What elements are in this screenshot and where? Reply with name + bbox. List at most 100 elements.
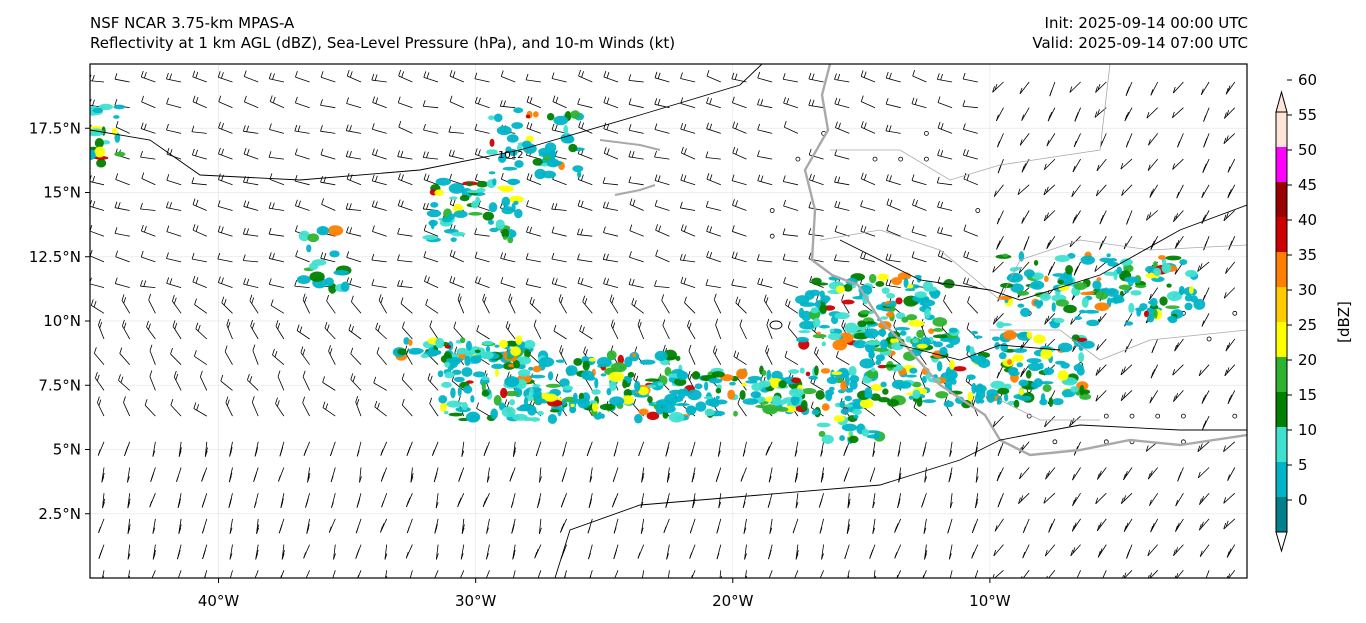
wind-barb [731,96,747,109]
wind-barb [410,467,414,483]
lat-tick-label: 5°N [53,441,81,459]
valid-time: Valid: 2025-09-14 07:00 UTC [1032,34,1248,52]
wind-barb [588,544,593,560]
reflectivity-cell [1030,280,1045,290]
reflectivity-cell [1079,384,1085,396]
wind-barb [1225,81,1236,95]
wind-barb [911,225,927,237]
reflectivity-cell [990,380,1006,390]
reflectivity-cell [434,189,444,197]
reflectivity-cell [493,395,502,406]
wind-barb [637,318,645,340]
wind-barb [688,344,696,365]
wind-barb [740,467,747,482]
reflectivity-cell [812,333,827,339]
reflectivity-cell [657,382,664,386]
wind-barb [996,107,1004,122]
wind-barb [1021,158,1030,173]
reflectivity-cell [594,413,602,420]
wind-barb [500,276,516,288]
reflectivity-cell [646,411,660,421]
reflectivity-cell [449,357,464,362]
reflectivity-cell [839,435,845,442]
wind-barb [1226,544,1236,558]
wind-barb [665,441,670,457]
wind-barb [302,396,310,417]
reflectivity-cell [506,355,513,360]
wind-barb [331,493,336,508]
reflectivity-cell [654,350,668,362]
wind-barb [402,321,413,340]
wind-barb [552,95,567,109]
wind-barb [782,175,798,186]
wind-barb [453,321,465,340]
reflectivity-cell [805,371,811,377]
reflectivity-cell [997,387,1010,395]
wind-barb [783,97,799,109]
wind-barb [380,518,388,533]
wind-barb [731,279,747,288]
reflectivity-cell [848,430,854,437]
wind-barb [1172,364,1184,376]
reflectivity-cell [494,368,499,377]
reflectivity-cell [1076,367,1085,376]
wind-barb [1071,518,1081,532]
wind-barb [603,70,619,83]
reflectivity-cell [668,411,685,423]
wind-barb [706,122,721,134]
wind-barb [947,518,953,534]
reflectivity-cell [534,168,547,180]
colorbar-bin [1276,462,1287,497]
wind-barb [821,544,824,560]
reflectivity-cell [532,158,543,166]
wind-barb [320,99,336,109]
reflectivity-cell [493,113,503,123]
reflectivity-cell [509,399,516,406]
wind-barb [687,319,696,340]
reflectivity-cell [1167,316,1177,322]
reflectivity-cell [565,365,578,376]
wind-barb [525,278,541,288]
map-axes: 40°W 30°W 20°W 10°W 2.5°N 5°N 7.5°N 10°N 12.5°N 1… [29,119,1011,610]
wind-barb [114,227,130,237]
reflectivity-cell [800,400,808,411]
wind-barb [500,70,516,83]
wind-barb [371,174,387,186]
wind-barb [1076,570,1081,578]
reflectivity-cell [324,277,334,287]
reflectivity-cell [588,400,598,404]
wind-barb [508,293,516,314]
wind-barb [996,236,1004,250]
wind-barb [406,518,413,534]
reflectivity-cell [820,295,831,303]
wind-barb [1047,107,1056,122]
reflectivity-cell [1083,309,1100,314]
wind-barb [476,324,490,340]
wind-barb [118,374,130,391]
wind-barb [577,228,593,237]
wind-barb [1175,518,1184,532]
wind-barb [782,228,798,237]
reflectivity-cell [408,339,413,346]
reflectivity-cell [1018,251,1025,262]
colorbar-tick-label: 35 [1298,246,1317,264]
wind-barb [295,70,310,83]
wind-barb [637,544,645,559]
reflectivity-cell [544,142,557,154]
wind-barb [560,493,567,508]
wind-barb [218,121,233,134]
wind-barb [229,518,233,534]
wind-barb [769,518,773,534]
wind-barb [949,493,953,509]
wind-barb [628,176,644,186]
wind-barb [250,319,259,340]
reflectivity-cell [451,231,466,237]
wind-barb [846,518,851,534]
wind-barb [782,253,798,263]
wind-barb [551,226,567,237]
wind-barb [526,200,542,211]
reflectivity-cell [444,410,449,415]
reflectivity-cell [501,206,515,215]
wind-barb [1124,107,1133,122]
wind-barb [628,124,644,134]
